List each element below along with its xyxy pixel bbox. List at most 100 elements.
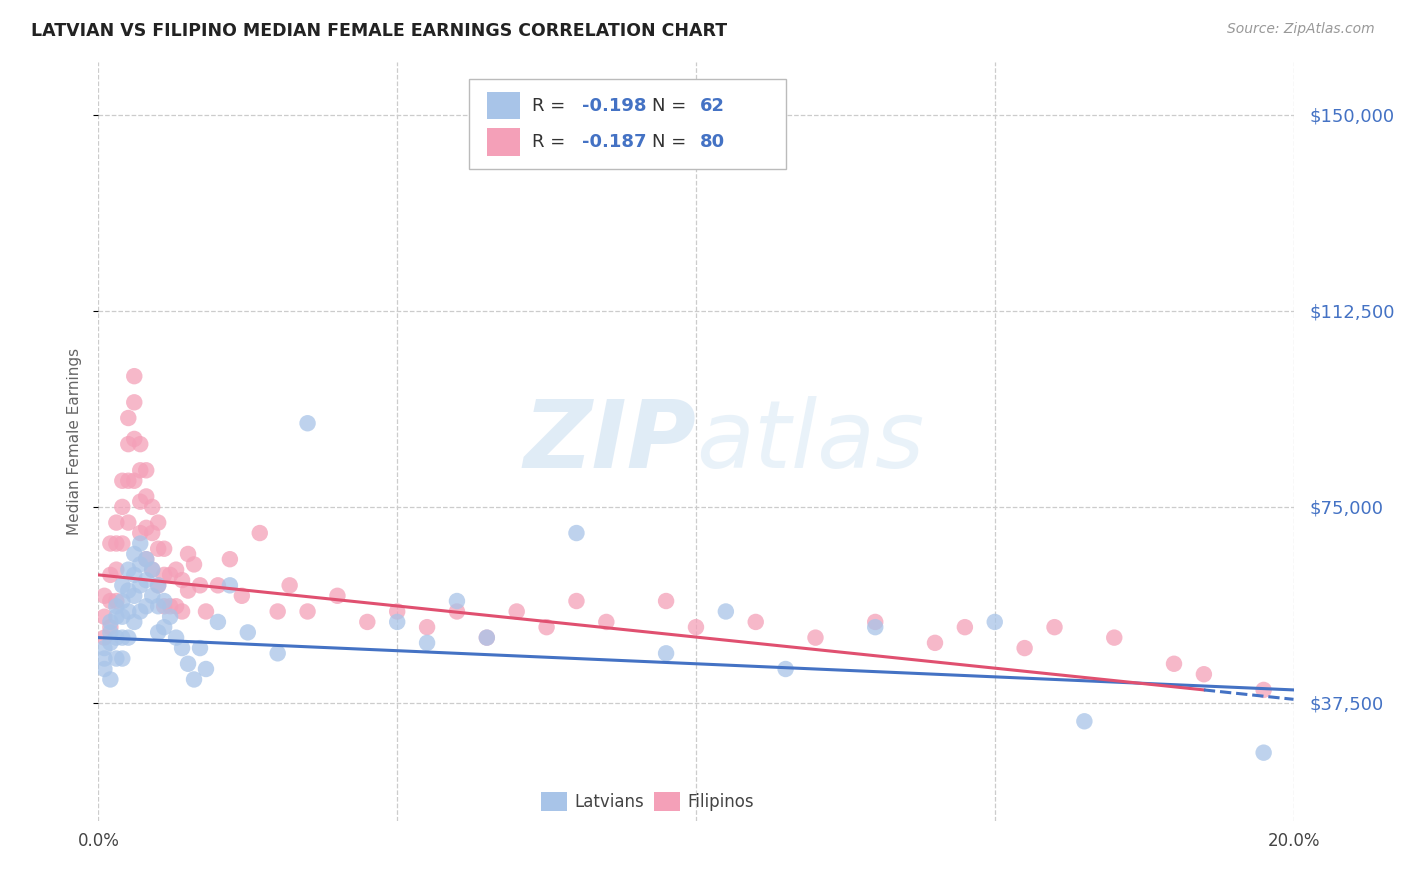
Point <box>117 605 139 619</box>
Point <box>124 369 146 384</box>
Point <box>177 657 200 671</box>
Point <box>159 609 181 624</box>
Bar <box>654 792 681 811</box>
Point <box>153 541 176 556</box>
Text: atlas: atlas <box>696 396 924 487</box>
Bar <box>541 792 567 811</box>
Point <box>98 615 122 629</box>
Point <box>188 641 211 656</box>
Point <box>141 563 163 577</box>
Point <box>183 558 205 572</box>
Point <box>165 631 187 645</box>
Point <box>135 552 157 566</box>
Point <box>775 662 797 676</box>
Point <box>148 541 170 556</box>
Point <box>267 646 290 660</box>
Point <box>745 615 768 629</box>
Point <box>804 631 827 645</box>
Point <box>117 583 139 598</box>
Point <box>135 599 157 614</box>
Point <box>231 589 253 603</box>
Point <box>159 567 181 582</box>
Point <box>177 547 200 561</box>
Point <box>172 641 194 656</box>
Text: R =: R = <box>533 133 571 151</box>
Point <box>865 620 887 634</box>
Point <box>188 578 211 592</box>
Point <box>105 631 128 645</box>
Point <box>105 599 128 614</box>
Point <box>1253 682 1275 697</box>
Point <box>159 599 181 614</box>
Point <box>297 416 319 430</box>
Point <box>124 395 146 409</box>
Point <box>165 563 187 577</box>
Point <box>506 605 529 619</box>
Point <box>655 646 678 660</box>
Point <box>865 615 887 629</box>
Text: Filipinos: Filipinos <box>688 793 754 811</box>
Point <box>297 605 319 619</box>
Text: ZIP: ZIP <box>523 395 696 488</box>
Point <box>655 594 678 608</box>
Point <box>172 573 194 587</box>
Point <box>135 573 157 587</box>
Point <box>93 631 115 645</box>
Point <box>249 526 271 541</box>
Point <box>129 558 152 572</box>
Point <box>111 474 134 488</box>
Point <box>207 578 229 592</box>
Bar <box>486 128 520 156</box>
Point <box>195 605 218 619</box>
Text: -0.187: -0.187 <box>582 133 647 151</box>
Text: -0.198: -0.198 <box>582 96 647 115</box>
Point <box>565 526 588 541</box>
Bar <box>486 92 520 120</box>
Point <box>98 625 122 640</box>
Point <box>1253 746 1275 760</box>
Point <box>183 673 205 687</box>
Point <box>148 578 170 592</box>
Text: 80: 80 <box>700 133 724 151</box>
Point <box>153 599 176 614</box>
Point <box>105 536 128 550</box>
Point <box>117 437 139 451</box>
Point <box>98 620 122 634</box>
Point <box>536 620 558 634</box>
Point <box>111 651 134 665</box>
Point <box>98 636 122 650</box>
Point <box>177 583 200 598</box>
Point <box>1104 631 1126 645</box>
Point <box>117 631 139 645</box>
Point <box>93 641 115 656</box>
Point <box>1192 667 1215 681</box>
Point <box>124 567 146 582</box>
Point <box>129 494 152 508</box>
Point <box>1014 641 1036 656</box>
Point <box>153 594 176 608</box>
Point <box>135 463 157 477</box>
Point <box>148 516 170 530</box>
Text: Source: ZipAtlas.com: Source: ZipAtlas.com <box>1227 22 1375 37</box>
Point <box>105 563 128 577</box>
Text: LATVIAN VS FILIPINO MEDIAN FEMALE EARNINGS CORRELATION CHART: LATVIAN VS FILIPINO MEDIAN FEMALE EARNIN… <box>31 22 727 40</box>
Text: R =: R = <box>533 96 571 115</box>
Text: N =: N = <box>652 96 692 115</box>
Point <box>148 578 170 592</box>
Point <box>93 651 115 665</box>
Point <box>129 437 152 451</box>
Point <box>98 673 122 687</box>
Point <box>1163 657 1185 671</box>
Point <box>416 620 439 634</box>
Point <box>172 605 194 619</box>
Point <box>129 605 152 619</box>
Point <box>207 615 229 629</box>
Point <box>117 474 139 488</box>
Point <box>1043 620 1066 634</box>
Point <box>356 615 378 629</box>
Point <box>111 609 134 624</box>
Point <box>105 516 128 530</box>
Point <box>111 536 134 550</box>
Point <box>124 432 146 446</box>
Point <box>148 625 170 640</box>
